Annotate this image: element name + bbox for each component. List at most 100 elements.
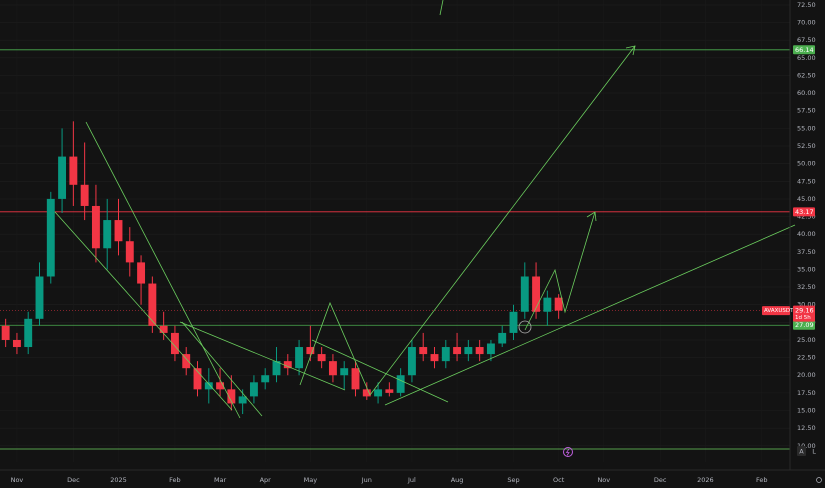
- y-tick-label: 37.50: [797, 248, 816, 256]
- y-tick-label: 12.50: [797, 424, 816, 432]
- candle-body: [261, 375, 270, 383]
- candle-body: [498, 332, 507, 344]
- grid: [0, 4, 790, 447]
- candle-body: [306, 347, 315, 355]
- x-tick-label: Nov: [597, 476, 610, 484]
- trend-line: [181, 321, 263, 417]
- candle-body: [317, 354, 326, 362]
- candle-body: [46, 198, 55, 277]
- candle-body: [430, 354, 439, 362]
- y-tick-label: 72.50: [797, 1, 816, 9]
- candle-body: [125, 241, 134, 263]
- y-tick-label: 42.50: [797, 213, 816, 221]
- level-tag-label: 66.14: [795, 46, 814, 54]
- x-tick-label: Jun: [361, 476, 372, 484]
- level-tag: [793, 207, 815, 217]
- candle-body: [91, 205, 100, 249]
- scale-button[interactable]: [797, 446, 806, 456]
- arrow-head: [625, 45, 636, 56]
- candle-body: [453, 347, 462, 355]
- candle-body: [148, 283, 157, 326]
- candle-body: [385, 389, 394, 393]
- support-line: [384, 224, 796, 406]
- trend-line: [85, 121, 241, 419]
- projection-arrow: [524, 211, 596, 331]
- y-tick-label: 40.00: [797, 230, 816, 238]
- level-tag-label: 43.17: [795, 208, 814, 216]
- marker-circle: [518, 320, 532, 334]
- candle-body: [1, 325, 10, 340]
- y-tick-label: 67.50: [797, 36, 816, 44]
- candle-body: [216, 382, 225, 390]
- candle-body: [283, 361, 292, 369]
- y-tick-label: 10.00: [797, 442, 816, 450]
- y-tick-label: 20.00: [797, 371, 816, 379]
- candle-body: [509, 311, 518, 333]
- candle-body: [554, 297, 563, 311]
- y-tick-label: 30.00: [797, 301, 816, 309]
- y-tick-label: 15.00: [797, 407, 816, 415]
- candle-body: [58, 156, 67, 199]
- x-tick-label: Sep: [507, 476, 519, 484]
- candle-body: [520, 276, 529, 312]
- x-tick-label: Mar: [214, 476, 227, 484]
- level-tag: [793, 320, 815, 330]
- candle-body: [419, 347, 428, 355]
- trend-line: [311, 339, 449, 403]
- x-tick-label: Aug: [451, 476, 464, 484]
- candle-body: [182, 354, 191, 369]
- countdown-label: 1d 5h: [795, 315, 811, 321]
- candle-body: [328, 361, 337, 376]
- settings-icon[interactable]: [816, 477, 822, 483]
- scale-button-label: A: [799, 448, 804, 456]
- level-tag: [793, 45, 815, 55]
- candle-body: [272, 361, 281, 376]
- candle-body: [475, 347, 484, 355]
- candle-body: [12, 339, 21, 348]
- y-tick-label: 45.00: [797, 195, 816, 203]
- candle-body: [407, 347, 416, 376]
- level-tag-label: 27.09: [795, 321, 814, 329]
- candle-body: [170, 332, 179, 355]
- candle-body: [80, 184, 89, 206]
- axes: 72.50 70.00 67.50 65.00 62.50 60.00 57.50 55.00…: [11, 1, 816, 484]
- candle-body: [396, 375, 405, 393]
- price-tag-label: 29.16: [795, 307, 814, 315]
- y-tick-label: 65.00: [797, 54, 816, 62]
- y-tick-label: 50.00: [797, 160, 816, 168]
- candle-body: [238, 396, 247, 404]
- y-tick-label: 57.50: [797, 107, 816, 115]
- trend-line: [439, 0, 444, 16]
- y-tick-label: 55.00: [797, 124, 816, 132]
- event-icon[interactable]: [563, 447, 573, 457]
- zigzag: [299, 301, 371, 396]
- x-tick-label: Feb: [169, 476, 181, 484]
- symbol-tag-label: AVAXUSDT: [764, 308, 794, 314]
- candle-body: [543, 297, 552, 312]
- candle-body: [441, 347, 450, 362]
- candle-body: [103, 220, 112, 249]
- y-tick-label: 47.50: [797, 177, 816, 185]
- x-tick-label: Dec: [654, 476, 667, 484]
- candle-body: [486, 343, 495, 355]
- x-tick-label: 2026: [697, 476, 714, 484]
- x-tick-label: May: [304, 476, 318, 484]
- projection-arrow: [369, 45, 636, 396]
- drawings: [0, 0, 796, 450]
- candle-body: [374, 389, 383, 397]
- y-tick-label: 32.50: [797, 283, 816, 291]
- candle-body: [249, 382, 258, 397]
- event-icon-bolt: [565, 448, 570, 456]
- candle-body: [69, 156, 78, 185]
- y-tick-label: 17.50: [797, 389, 816, 397]
- x-tick-label: Nov: [11, 476, 24, 484]
- y-tick-label: 22.50: [797, 354, 816, 362]
- candle-body: [464, 347, 473, 355]
- scale-button-label[interactable]: L: [812, 448, 816, 456]
- candle-body: [340, 368, 349, 376]
- x-tick-label: Dec: [67, 476, 80, 484]
- candle-body: [159, 325, 168, 333]
